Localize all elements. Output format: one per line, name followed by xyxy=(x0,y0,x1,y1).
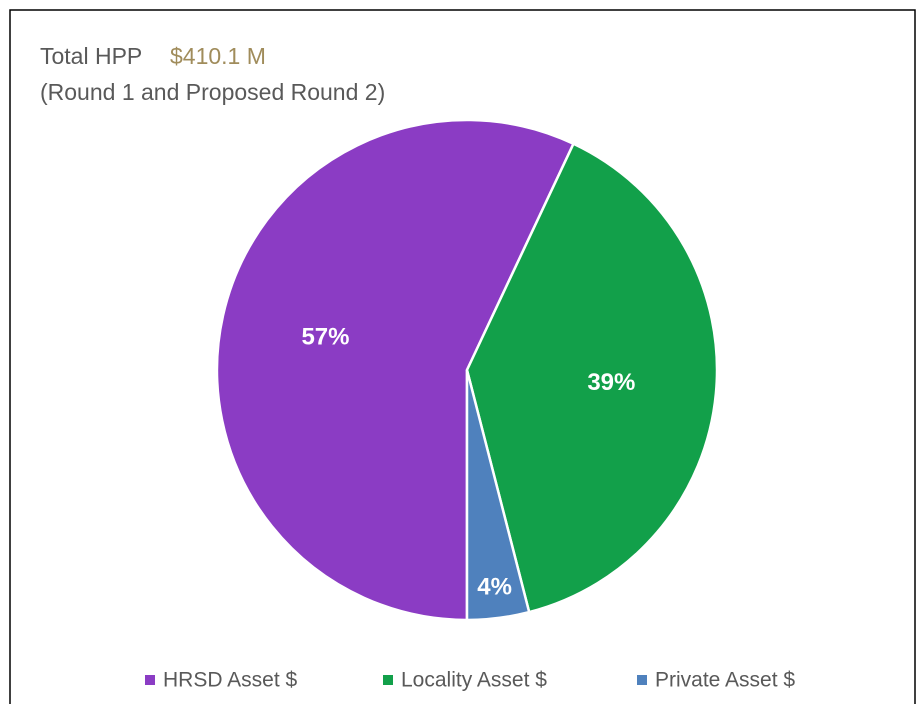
data-label: 57% xyxy=(301,324,349,351)
legend-swatch xyxy=(637,675,647,685)
pie-slice xyxy=(465,369,531,622)
data-label: 4% xyxy=(477,574,512,601)
chart-title-amount: $410.1 M xyxy=(170,43,266,69)
data-label: 39% xyxy=(587,369,635,396)
legend-label: HRSD Asset $ xyxy=(163,669,298,692)
legend-label: Locality Asset $ xyxy=(401,669,547,692)
legend-swatch xyxy=(145,675,155,685)
chart-subtitle: (Round 1 and Proposed Round 2) xyxy=(40,79,385,105)
chart-title: Total HPP xyxy=(40,43,142,69)
legend-label: Private Asset $ xyxy=(655,669,795,692)
pie-slice xyxy=(465,142,719,614)
pie-slice xyxy=(215,118,576,622)
legend-swatch xyxy=(383,675,393,685)
